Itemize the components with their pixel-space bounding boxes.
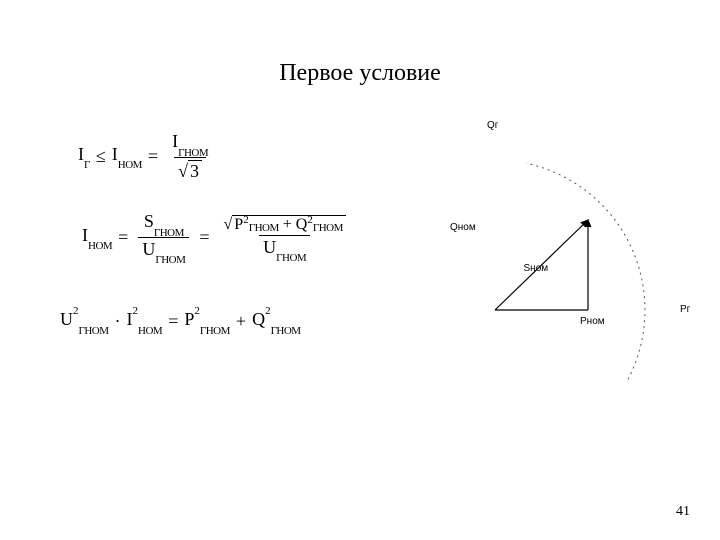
eq1-Inom: IНОМ bbox=[112, 145, 142, 168]
eq3-Q: Q2ГНОМ bbox=[252, 310, 301, 333]
eq1-eq: = bbox=[148, 147, 158, 165]
eq3-eq: = bbox=[168, 312, 178, 330]
diagram-svg bbox=[410, 120, 700, 380]
label-qnom: Qном bbox=[450, 222, 476, 233]
eq2-eq1: = bbox=[118, 228, 128, 246]
eq3-dot: · bbox=[115, 312, 121, 330]
axis-label-qg: Qг bbox=[487, 120, 498, 131]
eq2-eq2: = bbox=[199, 228, 209, 246]
eq2-frac2: √ P2ГНОМ + Q2ГНОМ UГНОМ bbox=[220, 212, 350, 263]
eq1-fraction: IГНОМ √3 bbox=[168, 130, 212, 182]
equation-2: IНОМ = SГНОМ UГНОМ = √ P2ГНОМ + Q2ГНОМ U… bbox=[82, 210, 354, 264]
equation-3: U2ГНОМ · I2НОМ = P2ГНОМ + Q2ГНОМ bbox=[60, 310, 301, 333]
page-number: 41 bbox=[676, 504, 690, 520]
eq1-I: IГ bbox=[78, 145, 90, 168]
eq3-I: I2НОМ bbox=[127, 310, 163, 333]
eq2-frac1: SГНОМ UГНОМ bbox=[138, 210, 189, 264]
pq-diagram: Qг Pг Qном Sном Pном bbox=[410, 120, 700, 380]
eq3-U: U2ГНОМ bbox=[60, 310, 109, 333]
eq2-Inom: IНОМ bbox=[82, 226, 112, 249]
eq1-le: ≤ bbox=[96, 147, 106, 165]
equation-1: IГ ≤ IНОМ = IГНОМ √3 bbox=[78, 130, 216, 182]
axis-label-pg: Pг bbox=[680, 304, 690, 315]
page-title: Первое условие bbox=[0, 60, 720, 87]
eq3-P: P2ГНОМ bbox=[184, 310, 230, 333]
label-pnom: Pном bbox=[580, 316, 605, 327]
label-snom: Sном bbox=[524, 263, 549, 274]
eq3-plus: + bbox=[236, 312, 246, 330]
